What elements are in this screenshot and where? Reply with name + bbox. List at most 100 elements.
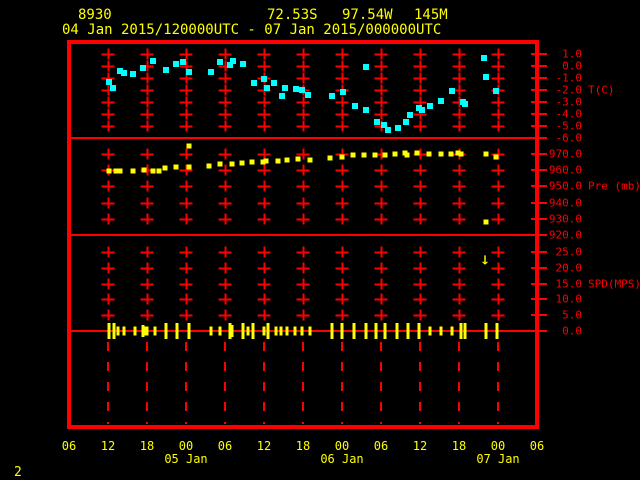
grid-cross — [335, 180, 349, 193]
grid-cross — [257, 180, 271, 193]
y-tick-label: 5.0 — [562, 308, 582, 322]
wind-staff — [112, 323, 116, 339]
temp-point — [207, 69, 214, 75]
grid-cross — [257, 277, 271, 290]
grid-cross — [218, 108, 232, 121]
x-tick-label: 06 — [373, 439, 389, 453]
y-tick-label: 940.0 — [548, 196, 582, 210]
grid-cross — [335, 72, 349, 85]
grid-cross — [140, 309, 154, 322]
grid-cross — [101, 120, 115, 133]
pressure-point — [350, 152, 356, 158]
wind-staff — [274, 326, 278, 336]
grid-cross — [101, 277, 115, 290]
y-tick-label: 920.0 — [548, 228, 582, 242]
grid-cross — [179, 48, 193, 61]
grid-cross — [140, 72, 154, 85]
pressure-point — [186, 164, 192, 170]
pressure-point — [327, 155, 333, 161]
grid-cross — [296, 246, 310, 259]
grid-cross — [413, 120, 427, 133]
y-tick-label: -1.0 — [555, 71, 583, 85]
grid-cross — [335, 108, 349, 121]
grid-cross — [218, 164, 232, 177]
grid-cross — [257, 96, 271, 109]
temp-point — [352, 102, 358, 109]
grid-cross — [296, 96, 310, 109]
wind-staff — [428, 326, 432, 336]
grid-cross — [491, 277, 505, 290]
axis-tick — [531, 251, 547, 253]
y-tick-label: -3.0 — [555, 95, 583, 109]
grid-cross — [452, 212, 466, 225]
pressure-point — [307, 157, 312, 163]
wind-staff — [251, 323, 255, 339]
grid-cross — [179, 293, 193, 306]
axis-tick — [531, 185, 547, 188]
temp-point — [384, 126, 391, 133]
grid-cross — [179, 96, 193, 109]
temp-point — [270, 79, 277, 86]
pressure-point — [284, 157, 290, 163]
wind-staff — [293, 326, 297, 336]
grid-cross — [452, 72, 466, 85]
temp-point — [278, 93, 285, 99]
grid-cross — [491, 212, 505, 225]
grid-cross — [179, 180, 193, 193]
grid-cross — [140, 120, 154, 133]
grid-cross — [101, 72, 115, 85]
grid-cross — [179, 164, 193, 177]
grid-cross — [101, 196, 115, 209]
y-tick-label: -4.0 — [555, 107, 583, 121]
grid-cross — [335, 293, 349, 306]
grid-cross — [452, 309, 466, 322]
grid-cross — [452, 293, 466, 306]
y-tick-label: 10.0 — [555, 292, 583, 306]
grid-cross — [179, 246, 193, 259]
wind-staff — [364, 323, 368, 339]
pressure-point — [141, 167, 147, 173]
temp-point — [363, 107, 370, 114]
panel-divider — [71, 234, 535, 236]
x-tick-label: 00 — [334, 439, 350, 453]
grid-cross — [140, 148, 154, 161]
grid-cross — [218, 212, 232, 225]
grid-cross — [140, 60, 154, 73]
grid-cross — [413, 96, 427, 109]
axis-tick — [531, 125, 547, 127]
temp-point — [261, 76, 267, 83]
grid-cross — [101, 309, 115, 322]
wind-staff — [122, 326, 126, 336]
temp-point — [493, 88, 500, 95]
grid-cross — [218, 120, 232, 133]
grid-cross — [101, 108, 115, 121]
station-elevation: 145M — [414, 7, 448, 23]
pressure-point — [263, 158, 269, 164]
grid-cross — [452, 48, 466, 61]
grid-cross — [374, 293, 388, 306]
grid-cross — [140, 84, 154, 97]
grid-cross — [413, 164, 427, 177]
y-tick-label: 950.0 — [548, 179, 582, 193]
pressure-point — [414, 150, 420, 156]
wind-staff — [417, 323, 421, 339]
temp-point — [240, 60, 247, 67]
temp-point — [130, 71, 137, 78]
grid-cross — [452, 261, 466, 274]
grid-dashed-line — [302, 342, 304, 424]
temp-point — [374, 119, 381, 126]
grid-cross — [491, 164, 505, 177]
grid-cross — [218, 148, 232, 161]
pressure-point — [229, 161, 234, 167]
wind-staff — [143, 326, 147, 336]
x-date-label: 06 Jan — [320, 452, 364, 466]
grid-cross — [296, 261, 310, 274]
grid-cross — [335, 277, 349, 290]
axis-tick — [531, 314, 547, 317]
x-date-label: 07 Jan — [476, 452, 520, 466]
grid-cross — [335, 246, 349, 259]
axis-tick — [531, 217, 547, 220]
x-tick-label: 00 — [178, 439, 194, 453]
grid-cross — [296, 72, 310, 85]
